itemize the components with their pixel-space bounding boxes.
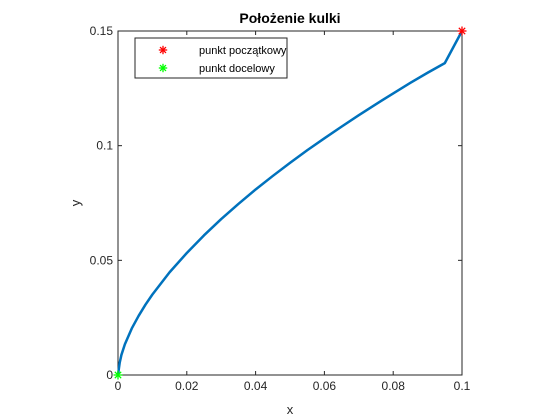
x-tick-label: 0.02 (175, 379, 199, 393)
legend-entries: punkt początkowy punkt docelowy (158, 45, 287, 75)
x-tick-label: 0.04 (244, 379, 268, 393)
axis-ticks (117, 30, 463, 376)
x-tick-label: 0.06 (313, 379, 337, 393)
y-axis-label: y (68, 199, 83, 206)
plot-area (117, 30, 463, 376)
legend-start-label: punkt początkowy (199, 45, 287, 57)
x-tick-label: 0.1 (454, 379, 471, 393)
legend-start-marker (158, 45, 168, 55)
start-point-marker (457, 26, 467, 36)
x-axis-label: x (287, 402, 294, 417)
target-point-marker (113, 370, 123, 380)
y-tick-label: 0 (106, 368, 113, 382)
trajectory-line (116, 30, 464, 376)
legend-box (134, 37, 288, 79)
y-tick-label: 0.15 (90, 24, 114, 38)
y-tick-label: 0.05 (90, 253, 114, 267)
legend-target-label: punkt docelowy (199, 63, 275, 75)
x-tick-label: 0 (115, 379, 122, 393)
y-tick-label: 0.1 (96, 139, 113, 153)
tick-labels: 0 0.02 0.04 0.06 0.08 0.1 0 0.05 0.1 0.15 (90, 24, 471, 393)
chart-title: Położenie kulki (239, 10, 340, 26)
legend: punkt początkowy punkt docelowy (134, 37, 288, 79)
legend-target-marker (158, 63, 168, 73)
markers (113, 26, 467, 380)
x-tick-label: 0.08 (382, 379, 406, 393)
